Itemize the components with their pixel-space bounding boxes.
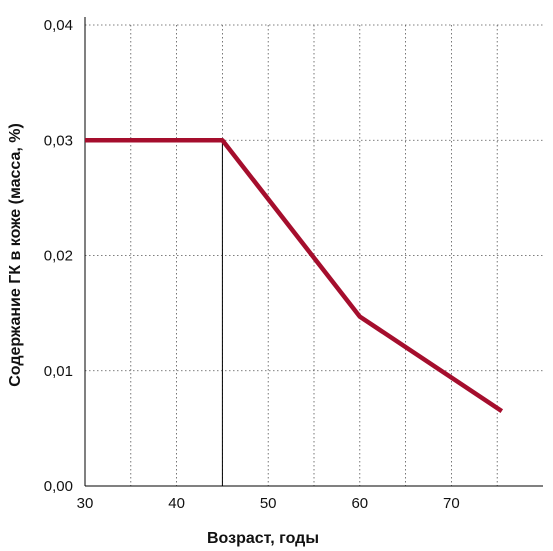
series-line bbox=[85, 138, 504, 413]
grid bbox=[85, 24, 543, 486]
y-tick-label: 0,02 bbox=[44, 248, 73, 265]
y-tick-label: 0,00 bbox=[44, 478, 73, 495]
x-tick-label: 50 bbox=[260, 495, 277, 512]
y-tick-label: 0,04 bbox=[44, 17, 73, 34]
y-axis-title: Содержание ГК в коже (масса, %) bbox=[7, 123, 24, 387]
y-tick-label: 0,03 bbox=[44, 132, 73, 149]
x-tick-label: 60 bbox=[351, 495, 368, 512]
x-tick-label: 70 bbox=[443, 495, 460, 512]
x-tick-label: 30 bbox=[77, 495, 94, 512]
tick-labels: 0,00 0,01 0,02 0,03 0,04 30 40 50 60 70 bbox=[44, 17, 460, 512]
x-axis-title: Возраст, годы bbox=[207, 530, 319, 547]
y-tick-label: 0,01 bbox=[44, 363, 73, 380]
x-tick-label: 40 bbox=[168, 495, 185, 512]
axes bbox=[84, 17, 543, 487]
series-layer bbox=[85, 138, 504, 413]
